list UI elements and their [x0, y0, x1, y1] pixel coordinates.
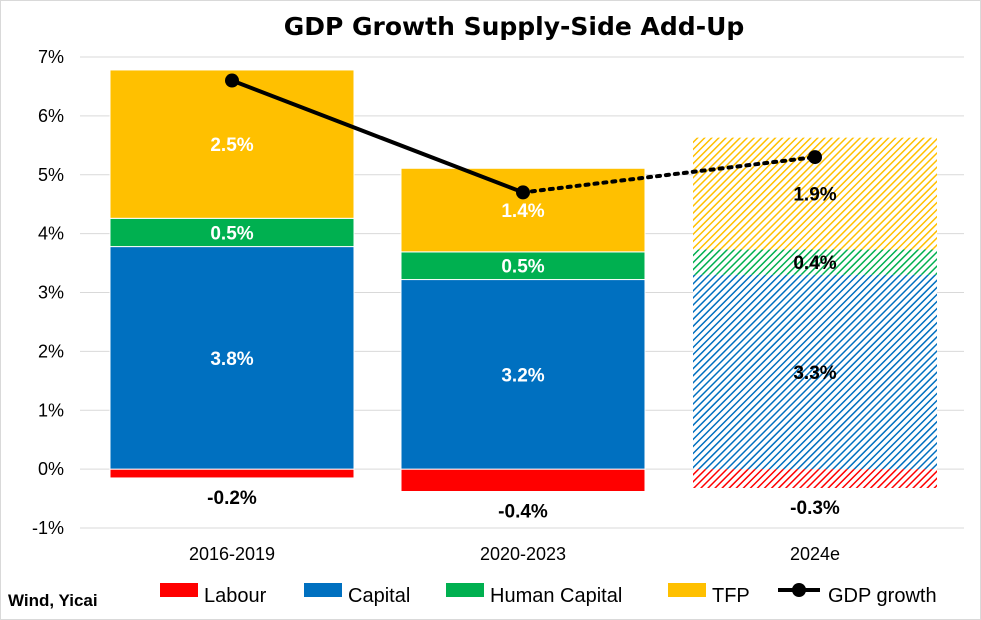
data-label-capital: 3.2% [501, 365, 544, 386]
data-label-labour: -0.3% [790, 498, 840, 519]
x-axis-categories: 2016-2019 2020-2023 2024e [189, 544, 840, 564]
data-label-tfp: 1.9% [793, 185, 836, 206]
gdp-growth-line [225, 73, 822, 200]
legend-swatch-human-capital [446, 583, 484, 597]
legend-swatch-capital [304, 583, 342, 597]
legend: Labour Capital Human Capital TFP GDP growth [160, 583, 937, 607]
x-category-label: 2020-2023 [480, 544, 566, 564]
bar-human-capital-2020-2023 [400, 251, 646, 281]
bar-human-capital-2024e [693, 249, 937, 275]
data-label-capital: 3.3% [793, 363, 836, 384]
legend-swatch-gdp-growth-marker [792, 583, 806, 597]
legend-label-tfp: TFP [712, 585, 750, 607]
bar-capital-2020-2023 [400, 279, 646, 470]
legend-label-gdp-growth: GDP growth [828, 585, 937, 607]
data-label-tfp: 1.4% [501, 201, 544, 222]
y-tick-label: 6% [38, 106, 64, 126]
x-category-label: 2024e [790, 544, 840, 564]
y-axis-ticks: -1% 0% 1% 2% 3% 4% 5% 6% 7% [32, 47, 64, 538]
y-tick-label: 1% [38, 400, 64, 420]
y-tick-label: 4% [38, 224, 64, 244]
legend-swatch-tfp [668, 583, 706, 597]
data-label-labour: -0.4% [498, 501, 548, 522]
gdp-growth-point [225, 73, 239, 88]
bar-tfp-2016-2019 [109, 69, 355, 219]
y-tick-label: 7% [38, 47, 64, 67]
gdp-line-segment-dotted [521, 155, 817, 195]
source-note: Wind, Yicai [8, 591, 98, 610]
y-tick-label: -1% [32, 518, 64, 538]
data-label-human-capital: 0.5% [501, 257, 544, 278]
y-tick-label: 0% [38, 459, 64, 479]
legend-label-labour: Labour [204, 585, 267, 607]
chart-title: GDP Growth Supply-Side Add-Up [284, 12, 745, 41]
data-label-human-capital: 0.4% [793, 253, 836, 274]
bars [109, 69, 937, 492]
data-label-labour: -0.2% [207, 488, 257, 509]
bar-labour-2024e [693, 469, 937, 488]
legend-label-capital: Capital [348, 585, 410, 607]
y-tick-label: 3% [38, 283, 64, 303]
y-tick-label: 2% [38, 341, 64, 361]
gdp-growth-point [808, 150, 822, 165]
bar-capital-2016-2019 [109, 246, 355, 470]
bar-labour-2020-2023 [400, 468, 646, 492]
legend-swatch-labour [160, 583, 198, 597]
data-label-capital: 3.8% [210, 349, 253, 370]
legend-label-human-capital: Human Capital [490, 585, 622, 607]
bar-capital-2024e [693, 274, 937, 470]
bar-labour-2016-2019 [109, 468, 355, 479]
y-tick-label: 5% [38, 165, 64, 185]
data-label-tfp: 2.5% [210, 135, 253, 156]
data-label-human-capital: 0.5% [210, 223, 253, 244]
data-labels: -0.2% 3.8% 0.5% 2.5% -0.4% 3.2% 0.5% 1.4% -0.3% 3… [207, 135, 840, 522]
x-category-label: 2016-2019 [189, 544, 275, 564]
gdp-growth-point [516, 185, 530, 200]
gdp-line-segment-solid [231, 78, 524, 195]
